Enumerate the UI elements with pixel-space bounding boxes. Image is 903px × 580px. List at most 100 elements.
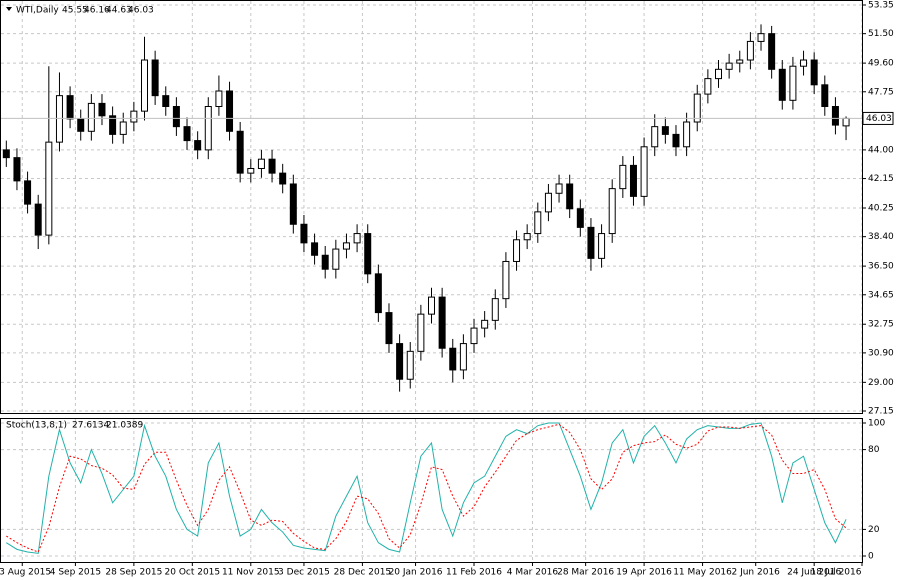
candle-body [109,115,117,135]
candle-body [746,40,754,61]
ohlc-open: 45.55 [62,6,88,16]
x-tick-label: 20 Jan 2016 [389,568,443,578]
candle-body [629,164,637,197]
candle-body [300,223,308,244]
y-tick-label: 0 [868,552,874,562]
candle-body [523,233,531,241]
stoch-frame [0,418,863,563]
candle-body [768,33,776,70]
y-tick-label: 100 [868,419,885,429]
main-frame [0,0,863,414]
candle-body [151,59,159,97]
candle-body [449,347,457,371]
stoch-line [6,423,847,553]
x-tick-label: 18 Jul 2016 [811,568,862,578]
candle-body [34,203,42,236]
candle-body [77,118,85,132]
candle-body [396,343,404,380]
candle-body [725,62,733,70]
candle-body [821,84,829,107]
candle-body [502,260,510,300]
candle-body [513,239,521,262]
candle-body [2,149,10,159]
y-tick-label: 51.50 [868,29,894,39]
x-tick-label: 28 Mar 2016 [557,568,614,578]
y-tick-label: 80 [868,445,880,455]
y-tick-label: 27.15 [868,407,894,417]
candle-body [704,78,712,95]
candle-body [470,327,478,345]
candle-body [289,183,297,225]
candle-body [778,68,786,101]
y-tick-label: 44.00 [868,145,894,155]
chart-title: WTI,Daily [16,6,59,16]
candle-body [481,319,489,329]
x-tick-label: 28 Dec 2015 [334,568,392,578]
candle-body [566,183,574,210]
candle-body [87,102,95,132]
candle-body [661,126,669,135]
candle-body [194,140,202,151]
candle-body [342,242,350,250]
candle-body [321,254,329,270]
candle-body [491,298,499,321]
candle-body [587,226,595,259]
candle-body [66,95,74,120]
candle-body [544,192,552,213]
y-tick-label: 36.50 [868,262,894,272]
candle-body [374,273,382,314]
candle-body [555,183,563,194]
menu-arrow[interactable] [6,7,12,11]
candle-body [236,130,244,174]
candle-body [364,233,372,275]
candle-body [576,208,584,228]
candle-body [534,211,542,235]
candle-body [619,164,627,190]
candle-body [831,106,839,126]
candle-body [385,312,393,345]
stoch-line [6,422,847,554]
candle-body [757,33,765,42]
candle-body [715,68,722,80]
stoch-d-value: 21.0389 [106,421,143,431]
candle-body [257,158,265,169]
candle-body [406,350,414,380]
candle-body [428,296,435,315]
candle-body [24,180,32,205]
candle-body [141,59,148,112]
candle-body [13,157,21,182]
candle-body [98,102,106,117]
x-tick-label: 11 May 2016 [673,568,732,578]
candle-body [45,141,53,236]
x-tick-label: 28 Sep 2015 [105,568,162,578]
candle-body [247,167,255,174]
candle-body [693,93,701,123]
y-tick-label: 47.75 [868,87,894,97]
y-tick-label: 53.35 [868,1,894,11]
candle-body [438,296,446,349]
candle-body [183,126,191,142]
y-tick-label: 30.90 [868,348,894,358]
candle-body [268,158,276,174]
y-tick-label: 40.25 [868,204,894,214]
y-tick-label: 20 [868,525,880,535]
candle-body [789,65,797,101]
candle-body [417,313,425,352]
candle-body [172,106,180,128]
candle-body [810,59,818,86]
y-tick-label: 29.00 [868,378,894,388]
x-tick-label: 13 Aug 2015 [0,568,51,578]
y-tick-label: 49.60 [868,59,894,69]
ohlc-close: 46.03 [128,6,154,16]
candle-body [608,188,616,235]
candle-body [842,117,850,127]
y-tick-label: 32.75 [868,320,894,330]
candle-body [598,233,606,259]
candle-body [226,90,234,132]
candle-body [130,110,138,123]
x-tick-label: 19 Apr 2016 [616,568,672,578]
candle-body [459,343,467,371]
x-tick-label: 24 Jun 2016 [787,568,841,578]
y-tick-label: 42.15 [868,174,894,184]
